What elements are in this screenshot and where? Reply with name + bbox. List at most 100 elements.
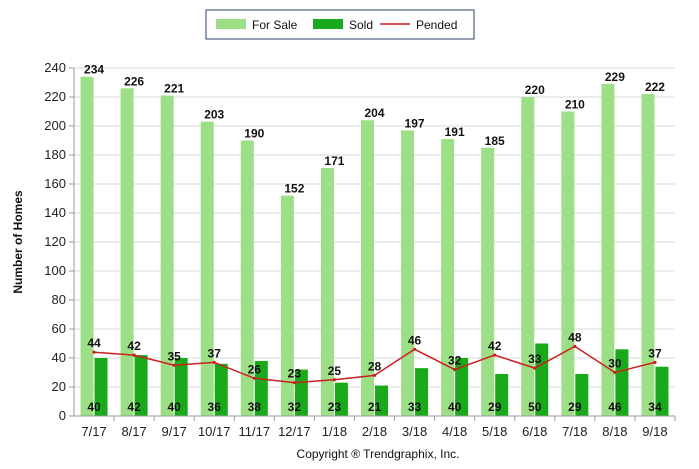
bar-for-sale xyxy=(601,83,615,416)
y-tick-label: 100 xyxy=(44,263,66,278)
label-for-sale: 210 xyxy=(565,98,585,112)
y-axis-label: Number of Homes xyxy=(11,190,25,294)
bar-sold xyxy=(575,373,589,416)
label-sold: 34 xyxy=(648,400,662,414)
y-tick-label: 0 xyxy=(59,408,66,423)
legend-swatch-for-sale xyxy=(216,19,246,29)
label-pended: 42 xyxy=(488,339,502,353)
bar-for-sale xyxy=(481,147,495,416)
label-for-sale: 190 xyxy=(244,127,264,141)
legend-label-pended: Pended xyxy=(416,18,457,32)
bar-sold xyxy=(375,385,388,416)
x-tick-label: 9/18 xyxy=(642,424,667,439)
x-tick-label: 8/18 xyxy=(602,424,627,439)
label-for-sale: 191 xyxy=(445,125,465,139)
x-tick-label: 12/17 xyxy=(278,424,311,439)
label-for-sale: 226 xyxy=(124,74,144,88)
bar-for-sale xyxy=(80,76,94,416)
y-tick-label: 200 xyxy=(44,118,66,133)
label-for-sale: 204 xyxy=(364,106,384,120)
bar-for-sale xyxy=(521,97,535,416)
bar-for-sale xyxy=(200,121,214,417)
bar-sold xyxy=(495,373,509,416)
label-sold: 46 xyxy=(608,400,622,414)
label-sold: 23 xyxy=(328,400,342,414)
bar-for-sale xyxy=(441,139,455,417)
x-tick-label: 1/18 xyxy=(322,424,347,439)
label-sold: 40 xyxy=(448,400,462,414)
x-tick-label: 11/17 xyxy=(239,424,271,439)
x-axis-ticks: 7/17 8/17 9/17 10/17 11/17 12/17 1/18 2/18 3/18 4… xyxy=(81,416,676,439)
label-sold: 21 xyxy=(368,400,382,414)
bar-for-sale xyxy=(641,94,655,416)
y-tick-label: 140 xyxy=(44,205,66,220)
pended-point xyxy=(92,350,96,354)
bar-sold xyxy=(535,343,549,416)
pended-point xyxy=(252,376,256,380)
bar-sold xyxy=(655,366,669,416)
y-tick-label: 220 xyxy=(44,89,66,104)
pended-point xyxy=(212,360,216,364)
label-sold: 40 xyxy=(167,400,181,414)
label-pended: 37 xyxy=(208,346,222,360)
x-tick-label: 5/18 xyxy=(482,424,507,439)
bar-for-sale xyxy=(240,140,254,416)
label-sold: 38 xyxy=(248,400,262,414)
label-for-sale: 234 xyxy=(84,63,104,77)
bar-sold xyxy=(615,349,629,416)
bar-sold xyxy=(214,363,228,416)
y-tick-label: 120 xyxy=(44,234,66,249)
bar-sold xyxy=(134,355,148,416)
y-tick-label: 60 xyxy=(52,321,66,336)
x-tick-label: 9/17 xyxy=(162,424,187,439)
label-pended: 23 xyxy=(288,367,302,381)
label-pended: 42 xyxy=(127,339,141,353)
pended-point xyxy=(372,373,377,377)
y-tick-label: 20 xyxy=(52,379,66,394)
bar-for-sale xyxy=(280,195,294,416)
legend-label-for-sale: For Sale xyxy=(252,18,298,32)
label-sold: 33 xyxy=(408,400,422,414)
pended-point xyxy=(332,378,337,382)
copyright-footer: Copyright ® Trendgraphix, Inc. xyxy=(297,447,460,461)
bar-sold xyxy=(455,358,469,416)
label-pended: 32 xyxy=(448,354,462,368)
bar-for-sale xyxy=(361,120,374,416)
label-pended: 35 xyxy=(167,349,181,363)
legend-label-sold: Sold xyxy=(349,18,373,32)
label-pended: 37 xyxy=(648,346,662,360)
label-sold: 29 xyxy=(568,400,582,414)
label-pended: 33 xyxy=(528,352,542,366)
y-tick-label: 180 xyxy=(44,147,66,162)
x-tick-label: 7/17 xyxy=(81,424,106,439)
label-for-sale: 197 xyxy=(405,116,425,130)
label-for-sale: 171 xyxy=(324,154,344,168)
bar-for-sale xyxy=(561,111,575,416)
bar-sold xyxy=(174,358,188,416)
pended-point xyxy=(493,353,497,357)
x-tick-label: 6/18 xyxy=(522,424,547,439)
pended-line xyxy=(92,344,657,385)
x-tick-label: 10/17 xyxy=(198,424,231,439)
pended-point xyxy=(292,381,296,385)
label-for-sale: 185 xyxy=(485,134,505,148)
bar-sold xyxy=(415,368,429,416)
y-tick-label: 80 xyxy=(52,292,66,307)
pended-point xyxy=(412,347,417,351)
y-tick-label: 160 xyxy=(44,176,66,191)
x-tick-label: 4/18 xyxy=(442,424,467,439)
pended-point xyxy=(533,366,537,370)
label-pended: 48 xyxy=(568,330,582,344)
label-for-sale: 229 xyxy=(605,70,625,84)
label-sold: 50 xyxy=(528,400,542,414)
pended-point xyxy=(653,360,657,364)
label-for-sale: 220 xyxy=(525,83,545,97)
label-pended: 44 xyxy=(87,336,101,350)
y-tick-label: 40 xyxy=(52,350,66,365)
label-pended: 25 xyxy=(328,364,342,378)
pended-point xyxy=(613,370,617,375)
legend-swatch-sold xyxy=(313,19,343,29)
y-axis-ticks: 0 20 40 60 80 100 120 140 160 180 200 220 240 xyxy=(44,60,74,423)
label-for-sale: 152 xyxy=(284,182,304,196)
x-tick-label: 2/18 xyxy=(362,424,387,439)
